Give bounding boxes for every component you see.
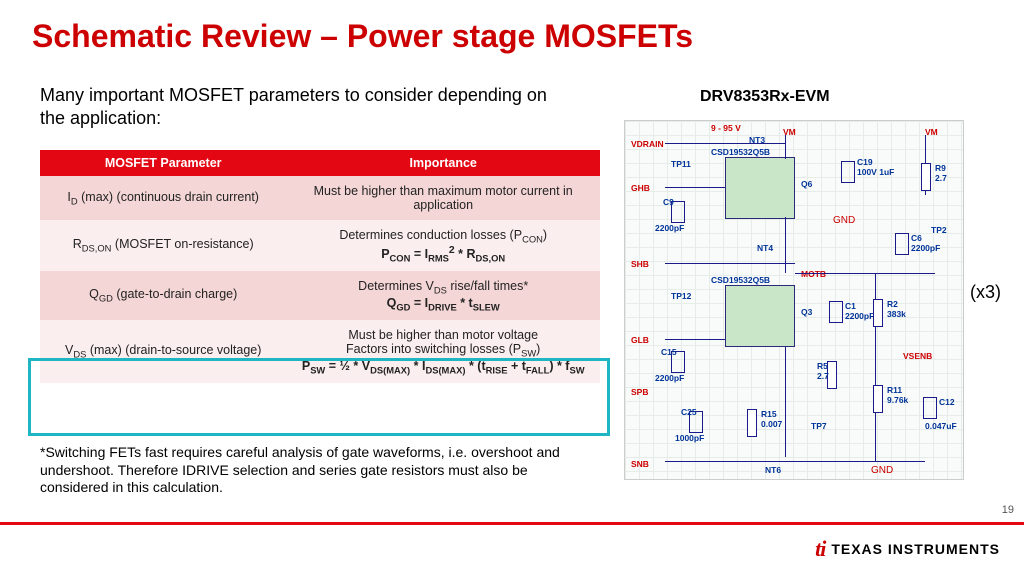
val-c9: 2200pF	[655, 223, 684, 233]
net-vm-2: VM	[925, 127, 938, 137]
wire	[665, 263, 795, 264]
val-r5: 2.7	[817, 371, 829, 381]
ref-nt4: NT4	[757, 243, 773, 253]
th-parameter: MOSFET Parameter	[40, 150, 286, 176]
ti-logo: ti TEXAS INSTRUMENTS	[815, 536, 1000, 562]
res-r9	[921, 163, 931, 191]
ref-c6: C6	[911, 233, 922, 243]
wire	[665, 143, 785, 144]
cap-c12	[923, 397, 937, 419]
gnd-2: GND	[871, 465, 893, 476]
evm-label: DRV8353Rx-EVM	[700, 88, 830, 106]
net-spb: SPB	[631, 387, 648, 397]
val-c19: 100V 1uF	[857, 167, 897, 177]
ref-tp11: TP11	[671, 159, 691, 169]
cell-importance: Must be higher than maximum motor curren…	[286, 176, 600, 220]
ref-tp2: TP2	[931, 225, 947, 235]
res-r11	[873, 385, 883, 413]
val-c1: 2200pF	[845, 311, 874, 321]
val-c6: 2200pF	[911, 243, 940, 253]
ref-q6: Q6	[801, 179, 812, 189]
mosfet-q6	[725, 157, 795, 219]
wire	[785, 217, 786, 273]
slide-title: Schematic Review – Power stage MOSFETs	[32, 18, 693, 55]
pn-q6: CSD19532Q5B	[711, 147, 770, 157]
val-c15: 2200pF	[655, 373, 684, 383]
val-c12: 0.047uF	[925, 421, 957, 431]
wire	[785, 347, 786, 457]
table-row: VDS (max) (drain-to-source voltage)Must …	[40, 320, 600, 383]
ref-c9: C9	[663, 197, 674, 207]
val-c25: 1000pF	[675, 433, 704, 443]
table-row: RDS,ON (MOSFET on-resistance)Determines …	[40, 220, 600, 271]
wire	[785, 135, 786, 159]
val-r11: 9.76k	[887, 395, 908, 405]
ref-c12: C12	[939, 397, 955, 407]
pn-q3: CSD19532Q5B	[711, 275, 770, 285]
ti-logo-text: TEXAS INSTRUMENTS	[831, 541, 1000, 557]
val-r15: 0.007	[761, 419, 782, 429]
net-snb: SNB	[631, 459, 649, 469]
page-number: 19	[1002, 504, 1014, 516]
ref-tp7: TP7	[811, 421, 827, 431]
wire	[665, 339, 725, 340]
ref-r11: R11	[887, 385, 902, 395]
wire	[795, 273, 935, 274]
cell-parameter: ID (max) (continuous drain current)	[40, 176, 286, 220]
mosfet-parameter-table: MOSFET Parameter Importance ID (max) (co…	[40, 150, 600, 383]
net-glb: GLB	[631, 335, 649, 345]
ref-c1: C1	[845, 301, 856, 311]
cell-importance: Determines conduction losses (PCON)PCON …	[286, 220, 600, 271]
footnote: *Switching FETs fast requires careful an…	[40, 444, 600, 497]
val-r2: 383k	[887, 309, 906, 319]
ref-c19: C19	[857, 157, 873, 167]
wire	[665, 461, 925, 462]
cap-c6	[895, 233, 909, 255]
cell-importance: Determines VDS rise/fall times*QGD = IDR…	[286, 271, 600, 320]
net-vdrain: VDRAIN	[631, 139, 664, 149]
mosfet-q3	[725, 285, 795, 347]
schematic-diagram: 9 - 95 V VDRAIN VM VM GHB SHB GLB SPB SN…	[624, 120, 964, 480]
res-r2	[873, 299, 883, 327]
th-importance: Importance	[286, 150, 600, 176]
ref-r5: R5	[817, 361, 828, 371]
ref-c25: C25	[681, 407, 697, 417]
net-vsenb: VSENB	[903, 351, 932, 361]
table-header-row: MOSFET Parameter Importance	[40, 150, 600, 176]
ref-r2: R2	[887, 299, 898, 309]
net-shb: SHB	[631, 259, 649, 269]
cell-parameter: VDS (max) (drain-to-source voltage)	[40, 320, 286, 383]
cell-parameter: RDS,ON (MOSFET on-resistance)	[40, 220, 286, 271]
table-row: ID (max) (continuous drain current)Must …	[40, 176, 600, 220]
footer-rule	[0, 522, 1024, 525]
cap-c19	[841, 161, 855, 183]
x3-multiplier: (x3)	[970, 282, 1001, 303]
voltage-range: 9 - 95 V	[711, 123, 741, 133]
res-r15	[747, 409, 757, 437]
ref-nt6: NT6	[765, 465, 781, 475]
ref-tp12: TP12	[671, 291, 691, 301]
slide: Schematic Review – Power stage MOSFETs M…	[0, 0, 1024, 576]
ref-r9: R9	[935, 163, 946, 173]
cell-importance: Must be higher than motor voltageFactors…	[286, 320, 600, 383]
cell-parameter: QGD (gate-to-drain charge)	[40, 271, 286, 320]
ref-q3: Q3	[801, 307, 812, 317]
ref-nt3: NT3	[749, 135, 765, 145]
val-r9: 2.7	[935, 173, 947, 183]
net-ghb: GHB	[631, 183, 650, 193]
intro-text: Many important MOSFET parameters to cons…	[40, 84, 560, 129]
wire	[665, 187, 725, 188]
ti-logo-mark-icon: ti	[815, 536, 825, 562]
cap-c1	[829, 301, 843, 323]
table-row: QGD (gate-to-drain charge)Determines VDS…	[40, 271, 600, 320]
ref-r15: R15	[761, 409, 777, 419]
net-motb: MOTB	[801, 269, 826, 279]
gnd-1: GND	[833, 215, 855, 226]
ref-c15: C15	[661, 347, 677, 357]
